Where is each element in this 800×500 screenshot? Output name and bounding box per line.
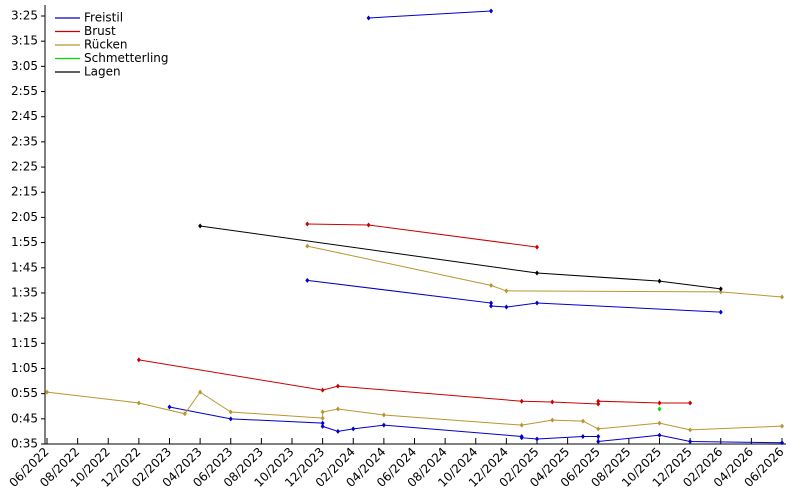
y-tick-label: 0:35 — [11, 437, 38, 451]
y-tick-label: 2:45 — [11, 109, 38, 123]
data-point — [657, 406, 662, 412]
data-point — [320, 415, 325, 421]
data-point — [718, 309, 723, 315]
series-line — [368, 10, 492, 19]
legend-label: Rücken — [84, 38, 128, 52]
data-point — [519, 398, 524, 404]
data-point — [228, 416, 233, 422]
data-point — [504, 288, 509, 294]
data-point — [535, 270, 539, 276]
data-point — [519, 435, 524, 441]
data-point — [535, 300, 539, 306]
data-point — [580, 418, 585, 424]
data-point — [381, 422, 386, 428]
data-point — [596, 426, 601, 432]
data-point — [335, 428, 340, 434]
data-point — [504, 304, 509, 310]
data-point — [688, 427, 693, 433]
data-point — [688, 438, 693, 444]
data-point — [136, 400, 141, 406]
y-tick-label: 2:55 — [11, 84, 38, 98]
data-point — [519, 422, 524, 428]
data-point — [305, 221, 310, 227]
y-tick-label: 1:55 — [11, 235, 38, 249]
y-tick-label: 1:05 — [11, 361, 38, 375]
data-point — [780, 294, 784, 300]
y-tick-label: 0:55 — [11, 386, 38, 400]
y-tick-label: 3:15 — [11, 34, 38, 48]
y-tick-label: 3:25 — [11, 9, 38, 23]
y-tick-label: 1:45 — [11, 260, 38, 274]
data-point — [335, 406, 340, 412]
data-point — [596, 401, 601, 407]
data-point — [320, 423, 325, 429]
y-tick-label: 2:15 — [11, 185, 38, 199]
data-point — [320, 420, 325, 426]
data-point — [366, 15, 371, 21]
data-point — [657, 278, 662, 284]
data-point — [320, 409, 325, 415]
data-point — [688, 400, 693, 406]
data-point — [366, 222, 371, 228]
data-point — [489, 303, 494, 309]
data-point — [780, 440, 784, 446]
y-tick-label: 2:05 — [11, 210, 38, 224]
series-line — [138, 359, 691, 405]
y-tick-label: 1:35 — [11, 285, 38, 299]
y-tick-label: 3:05 — [11, 59, 38, 73]
legend-label: Schmetterling — [84, 51, 169, 65]
data-point — [535, 244, 539, 250]
series-line — [200, 225, 721, 290]
series-line — [307, 223, 538, 248]
series-line — [307, 279, 721, 313]
data-point — [305, 243, 310, 249]
data-point — [596, 438, 601, 444]
data-point — [351, 426, 356, 432]
data-point — [596, 398, 601, 404]
data-point — [305, 277, 310, 283]
data-point — [167, 404, 172, 410]
data-point — [335, 383, 340, 389]
data-point — [136, 357, 141, 363]
y-tick-label: 0:45 — [11, 411, 38, 425]
data-point — [657, 420, 662, 426]
data-point — [45, 389, 49, 395]
data-point — [550, 417, 555, 423]
legend-label: Freistil — [84, 11, 123, 25]
y-tick-label: 2:25 — [11, 160, 38, 174]
legend-label: Brust — [84, 24, 116, 38]
data-point — [780, 423, 784, 429]
data-point — [489, 8, 494, 14]
legend-label: Lagen — [84, 65, 121, 79]
data-point — [657, 432, 662, 438]
data-point — [489, 300, 494, 306]
data-point — [718, 286, 723, 292]
y-tick-label: 1:15 — [11, 336, 38, 350]
data-point — [182, 411, 187, 417]
data-point — [381, 412, 386, 418]
data-point — [228, 409, 233, 415]
data-point — [718, 289, 723, 295]
data-point — [535, 436, 539, 442]
data-point — [198, 223, 203, 229]
data-point — [657, 400, 662, 406]
data-point — [489, 282, 494, 288]
data-point — [580, 433, 585, 439]
data-point — [596, 433, 601, 439]
data-point — [320, 387, 325, 393]
y-tick-label: 1:25 — [11, 311, 38, 325]
data-point — [550, 399, 555, 405]
data-point — [198, 389, 203, 395]
y-tick-label: 2:35 — [11, 134, 38, 148]
series-line — [169, 406, 783, 444]
series-line — [46, 391, 783, 431]
